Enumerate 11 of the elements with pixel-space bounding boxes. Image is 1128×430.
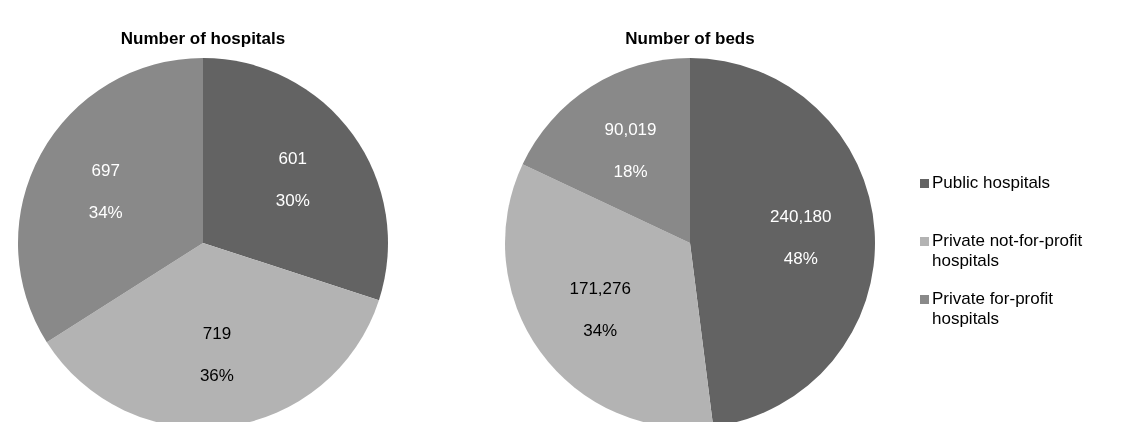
legend-label: Private for-profit hospitals — [932, 289, 1054, 328]
text: 240,180 48% — [770, 207, 832, 269]
text: 171,276 34% — [569, 279, 631, 341]
text: 90,019 18% — [604, 120, 657, 182]
legend-label: Public hospitals — [932, 173, 1051, 192]
legend-label: Private not-for-profit hospitals — [932, 231, 1083, 270]
text: 719 36% — [199, 324, 234, 386]
text: 697 34% — [88, 160, 123, 222]
text: 601 30% — [275, 148, 310, 210]
chart-title: Number of hospitals — [120, 29, 286, 48]
chart-title: Number of beds — [625, 29, 755, 48]
